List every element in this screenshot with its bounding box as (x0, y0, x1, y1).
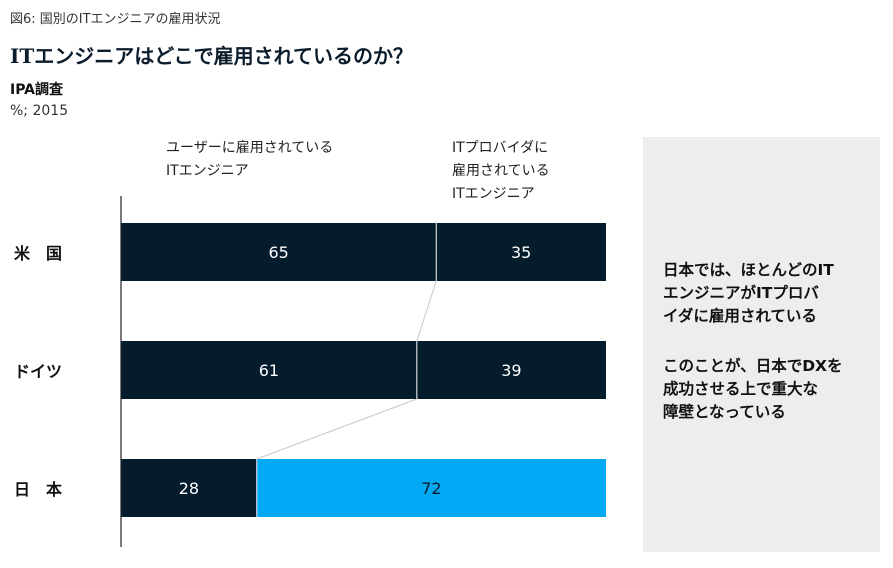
bar-segment-1-0 (121, 341, 417, 399)
chart-subtitle: IPA調査 (10, 82, 64, 98)
legend-series-provider: ITプロバイダに 雇用されている ITエンジニア (452, 140, 550, 202)
bar-segment-1-1 (416, 341, 606, 399)
stacked-bar-chart: 65 35 61 39 28 72 (120, 196, 606, 547)
chart-unit: %; 2015 (10, 103, 69, 119)
bar-segment-2-1 (256, 459, 606, 517)
data-label-1-1: 39 (501, 361, 521, 380)
bar-segment-0-1 (436, 223, 606, 281)
category-label-japan: 日 本 (14, 480, 63, 499)
figure-label: 図6: 国別のITエンジニアの雇用状況 (10, 12, 221, 27)
side-panel-paragraph-2: このことが、日本でDXを 成功させる上で重大な 障壁となっている (663, 357, 843, 421)
connector-line-1 (256, 398, 418, 460)
data-label-1-0: 61 (259, 361, 279, 380)
side-panel-paragraph-1: 日本では、ほとんどのIT エンジニアがITプロバ イダに雇用されている (663, 261, 834, 325)
category-label-germany: ドイツ (14, 362, 63, 381)
side-panel: 日本では、ほとんどのIT エンジニアがITプロバ イダに雇用されている このこと… (643, 137, 880, 552)
legend-series-user: ユーザーに雇用されている ITエンジニア (166, 140, 334, 179)
connector-line-0 (416, 280, 437, 342)
bar-segment-2-0 (121, 459, 257, 517)
bar-segment-0-0 (121, 223, 437, 281)
data-label-0-0: 65 (268, 243, 288, 262)
chart-title: ITエンジニアはどこで雇用されているのか？ (10, 44, 414, 68)
data-label-2-1: 72 (421, 479, 441, 498)
data-label-2-0: 28 (179, 479, 199, 498)
category-label-us: 米 国 (14, 244, 63, 263)
data-label-0-1: 35 (511, 243, 531, 262)
